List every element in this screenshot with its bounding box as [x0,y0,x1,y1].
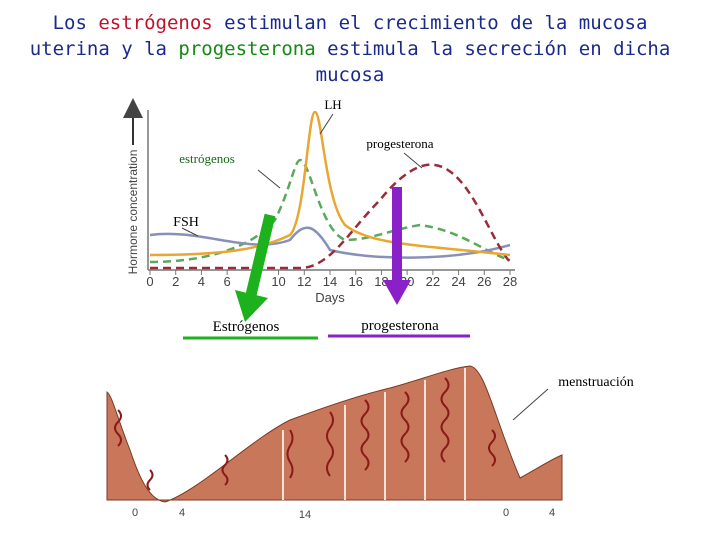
fsh-curve [149,226,511,259]
pointer [512,388,549,421]
title: Los estrógenos estimulan el crecimiento … [0,10,700,88]
title-line: uterina y la progesterona estimula la se… [0,36,700,62]
title-part: progesterona [178,38,316,60]
pointer [257,169,281,189]
estrogen-arrowhead [235,290,268,322]
title-part: uterina y la [29,38,179,60]
title-part: mucosa [315,64,385,86]
menstruation-label: menstruación [558,375,633,390]
progesterone-curve [150,163,511,270]
fsh-label: FSH [173,215,199,230]
x-tick-label: 24 [451,274,465,289]
glands [114,377,496,491]
x-tick-label: 14 [323,274,337,289]
title-part: Los [52,12,99,34]
x-tick-label: 10 [271,274,285,289]
estrogen-arrow-label: Estrógenos [213,319,280,335]
progesterone-arrowhead [383,280,411,305]
day-label: 0 [132,507,138,519]
title-line: mucosa [0,62,700,88]
x-tick-label: 28 [503,274,517,289]
y-label: Hormone concentration [126,150,140,275]
lh-label: LH [324,97,341,112]
x-tick-label: 2 [172,274,179,289]
x-tick-label: 4 [198,274,205,289]
progesterone-label: progesterona [366,136,433,151]
estrogen-arrow [245,213,276,297]
pointer [181,227,199,237]
x-tick-label: 22 [426,274,440,289]
pointer [403,152,423,169]
pointer [319,113,334,135]
estrogen-label: estrógenos [179,151,235,166]
estrogen-curve [149,158,511,264]
lh-curve [149,110,511,257]
x-tick-label: 0 [146,274,153,289]
day-label: 4 [179,507,185,519]
title-part: estrógenos [98,12,213,34]
day-label: 14 [299,509,311,521]
title-part: estimula la secreción en dicha [315,38,671,60]
x-tick-label: 18 [374,274,388,289]
title-part: estimulan el crecimiento de la mucosa [212,12,648,34]
progesterone-arrow-label: progesterona [361,318,439,334]
day-label: 0 [503,507,509,519]
x-tick-label: 12 [297,274,311,289]
dividers [282,368,466,500]
x-tick-label: 16 [348,274,362,289]
x-label: Days [315,290,345,305]
x-tick-label: 6 [224,274,231,289]
day-label: 4 [549,507,555,519]
endometrium [106,365,563,503]
x-tick-label: 26 [477,274,491,289]
title-line: Los estrógenos estimulan el crecimiento … [0,10,700,36]
